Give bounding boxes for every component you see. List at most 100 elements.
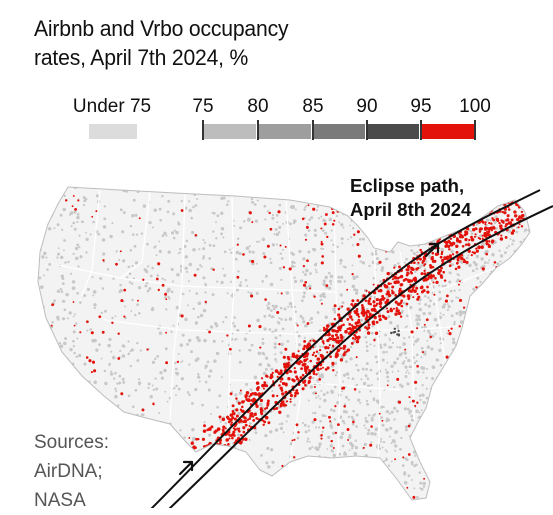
listing-dot bbox=[130, 282, 134, 285]
listing-dot-high bbox=[279, 404, 283, 408]
listing-dot bbox=[289, 356, 292, 359]
listing-dot bbox=[118, 381, 122, 385]
listing-dot bbox=[156, 274, 159, 277]
listing-dot bbox=[422, 442, 426, 445]
listing-dot bbox=[516, 351, 520, 355]
listing-dot bbox=[470, 232, 474, 235]
listing-dot bbox=[461, 400, 464, 403]
listing-dot-high bbox=[415, 286, 419, 290]
listing-dot bbox=[451, 464, 454, 467]
listing-dot bbox=[509, 238, 512, 241]
listing-dot-high bbox=[517, 265, 520, 268]
listing-dot bbox=[98, 343, 101, 347]
listing-dot-high bbox=[410, 268, 413, 271]
listing-dot-high bbox=[498, 221, 501, 225]
listing-dot-high bbox=[207, 462, 210, 465]
listing-dot bbox=[85, 231, 87, 234]
listing-dot-high bbox=[200, 472, 204, 475]
listing-dot bbox=[47, 368, 50, 370]
listing-dot bbox=[457, 406, 460, 409]
listing-dot bbox=[416, 428, 420, 432]
listing-dot-high bbox=[486, 204, 491, 209]
listing-dot bbox=[484, 401, 488, 405]
listing-dot bbox=[492, 313, 495, 317]
listing-dot bbox=[483, 355, 486, 358]
listing-dot bbox=[377, 483, 381, 487]
listing-dot bbox=[492, 263, 495, 266]
listing-dot-high bbox=[188, 457, 192, 461]
listing-dot-high bbox=[523, 203, 527, 207]
listing-dot-high bbox=[289, 398, 292, 401]
listing-dot bbox=[304, 286, 308, 290]
listing-dot bbox=[475, 254, 479, 259]
listing-dot bbox=[315, 209, 319, 212]
listing-dot-high bbox=[279, 371, 283, 375]
listing-dot-high bbox=[331, 337, 335, 341]
listing-dot bbox=[529, 330, 530, 333]
listing-dot-high bbox=[494, 326, 497, 330]
listing-dot bbox=[452, 491, 457, 495]
listing-dot bbox=[418, 421, 422, 425]
listing-dot bbox=[494, 269, 498, 273]
listing-dot bbox=[452, 340, 456, 345]
listing-dot bbox=[340, 479, 343, 483]
listing-dot-high bbox=[206, 428, 209, 431]
listing-dot-high bbox=[420, 272, 424, 276]
listing-dot bbox=[155, 453, 159, 457]
listing-dot bbox=[257, 351, 262, 356]
listing-dot bbox=[352, 483, 356, 488]
listing-dot-high bbox=[85, 356, 89, 359]
listing-dot bbox=[121, 230, 125, 234]
listing-dot bbox=[448, 280, 452, 284]
listing-dot bbox=[111, 451, 115, 455]
listing-dot bbox=[313, 344, 317, 348]
listing-dot-high bbox=[430, 277, 432, 280]
listing-dot-high bbox=[192, 457, 196, 461]
listing-dot-high bbox=[328, 337, 332, 341]
listing-dot bbox=[342, 226, 345, 229]
listing-dot bbox=[320, 187, 324, 188]
listing-dot-high bbox=[417, 295, 421, 299]
listing-dot bbox=[521, 199, 525, 203]
listing-dot-high bbox=[521, 368, 524, 372]
listing-dot-high bbox=[520, 214, 523, 217]
listing-dot bbox=[365, 399, 369, 403]
listing-dot bbox=[300, 487, 302, 490]
listing-dot bbox=[470, 323, 474, 328]
listing-dot-high bbox=[488, 493, 492, 497]
listing-dot bbox=[38, 337, 39, 341]
listing-dot bbox=[509, 378, 513, 381]
listing-dot-high bbox=[353, 233, 356, 236]
listing-dot bbox=[268, 328, 272, 331]
listing-dot bbox=[238, 474, 243, 479]
listing-dot-high bbox=[231, 416, 235, 420]
listing-dot bbox=[408, 305, 413, 310]
listing-dot bbox=[86, 329, 89, 332]
listing-dot bbox=[289, 492, 293, 496]
listing-dot bbox=[340, 223, 344, 227]
listing-dot bbox=[366, 402, 370, 406]
listing-dot-high bbox=[276, 394, 279, 397]
listing-dot bbox=[519, 360, 522, 364]
listing-dot bbox=[165, 234, 168, 237]
listing-dot-high bbox=[341, 386, 346, 390]
listing-dot bbox=[403, 471, 406, 474]
listing-dot bbox=[197, 315, 200, 319]
listing-dot bbox=[307, 429, 311, 432]
listing-dot bbox=[342, 409, 347, 414]
listing-dot bbox=[415, 314, 419, 318]
listing-dot bbox=[479, 234, 483, 238]
listing-dot-high bbox=[221, 417, 226, 422]
listing-dot-mid bbox=[457, 360, 460, 364]
listing-dot bbox=[46, 191, 49, 194]
listing-dot-high bbox=[346, 348, 351, 352]
listing-dot bbox=[168, 494, 171, 497]
listing-dot bbox=[237, 187, 241, 188]
listing-dot bbox=[467, 496, 471, 499]
listing-dot-high bbox=[381, 294, 384, 298]
listing-dot bbox=[333, 476, 336, 480]
listing-dot-high bbox=[478, 228, 482, 231]
listing-dot-high bbox=[509, 479, 512, 482]
listing-dot bbox=[532, 344, 535, 347]
listing-dot bbox=[419, 481, 423, 485]
